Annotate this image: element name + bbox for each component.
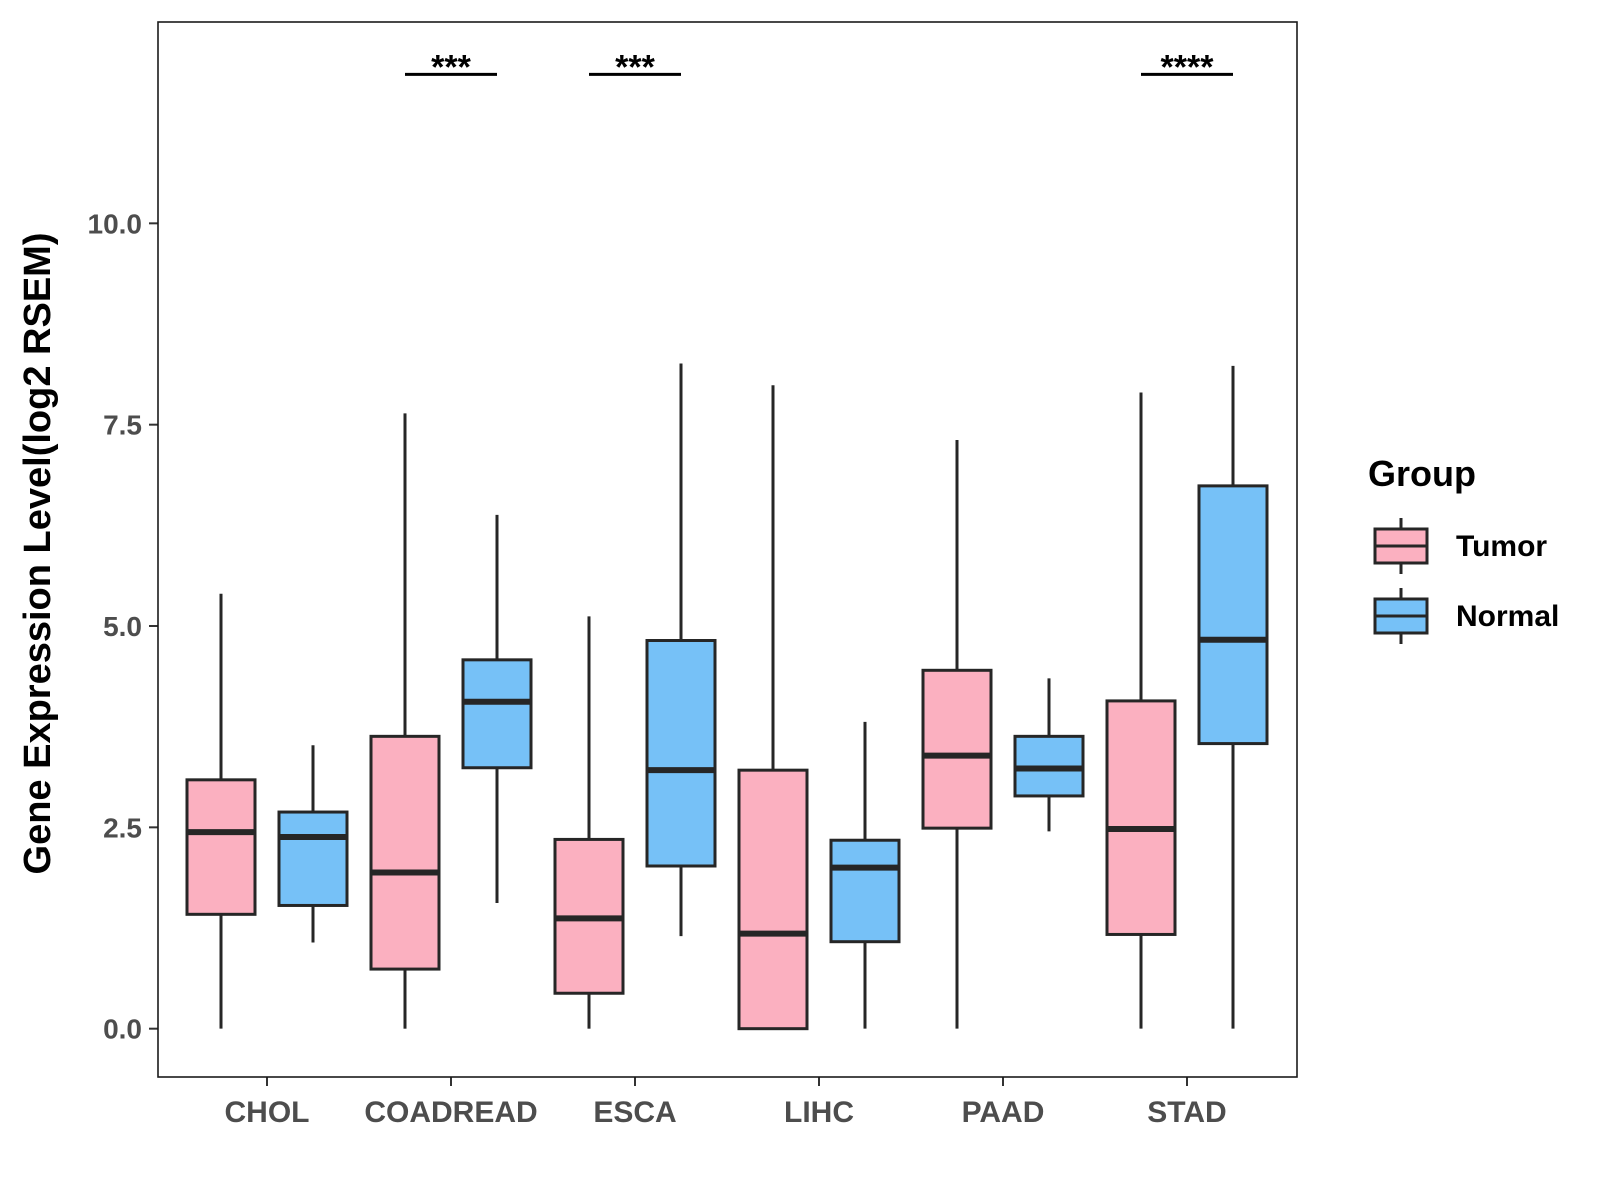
iqr-box: [737, 768, 809, 1031]
y-axis: 0.0 2.5 5.0 7.5 10.0: [88, 208, 158, 1045]
x-tick-label: STAD: [1147, 1096, 1226, 1129]
y-tick-label: 7.5: [103, 410, 142, 441]
legend-title: Group: [1368, 453, 1476, 494]
box-tumor-stad: [1105, 392, 1177, 1029]
iqr-box: [185, 778, 257, 916]
iqr-box: [277, 810, 349, 907]
significance-label: ***: [615, 48, 655, 86]
x-tick-label: COADREAD: [364, 1096, 537, 1129]
y-axis-title: Gene Expression Level(log2 RSEM): [17, 233, 59, 875]
significance-label: ***: [431, 48, 471, 86]
iqr-box: [645, 639, 717, 868]
box-tumor-paad: [921, 439, 993, 1029]
x-axis: CHOL COADREAD ESCA LIHC PAAD STAD: [225, 1077, 1227, 1129]
legend-label: Normal: [1456, 600, 1559, 633]
iqr-box: [921, 668, 993, 830]
box-tumor-chol: [185, 593, 257, 1029]
box-normal-chol: [277, 745, 349, 943]
legend: Group Tumor Normal: [1368, 453, 1559, 644]
legend-item-tumor: Tumor: [1373, 518, 1547, 574]
significance-layer: *** *** ****: [405, 48, 1233, 86]
box-tumor-esca: [553, 616, 625, 1029]
iqr-box: [369, 734, 441, 971]
y-tick-label: 2.5: [103, 812, 142, 843]
significance-label: ****: [1161, 48, 1215, 86]
box-normal-lihc: [829, 721, 901, 1029]
x-tick-label: ESCA: [593, 1096, 676, 1129]
x-tick-label: LIHC: [784, 1096, 854, 1129]
box-normal-coadread: [461, 514, 533, 904]
iqr-box: [461, 658, 533, 770]
box-tumor-lihc: [737, 385, 809, 1031]
legend-label: Tumor: [1456, 530, 1547, 563]
y-tick-label: 0.0: [103, 1014, 142, 1045]
box-normal-esca: [645, 363, 717, 937]
box-normal-paad: [1013, 678, 1085, 832]
x-tick-label: CHOL: [225, 1096, 310, 1129]
box-normal-stad: [1197, 365, 1269, 1029]
legend-item-normal: Normal: [1373, 588, 1559, 644]
y-tick-label: 5.0: [103, 611, 142, 642]
panel-border: [157, 21, 1298, 1078]
y-tick-label: 10.0: [88, 208, 143, 239]
x-tick-label: PAAD: [962, 1096, 1045, 1129]
iqr-box: [1105, 699, 1177, 936]
iqr-box: [1197, 484, 1269, 746]
box-tumor-coadread: [369, 413, 441, 1029]
boxes-layer: [185, 363, 1269, 1031]
iqr-box: [829, 838, 901, 944]
